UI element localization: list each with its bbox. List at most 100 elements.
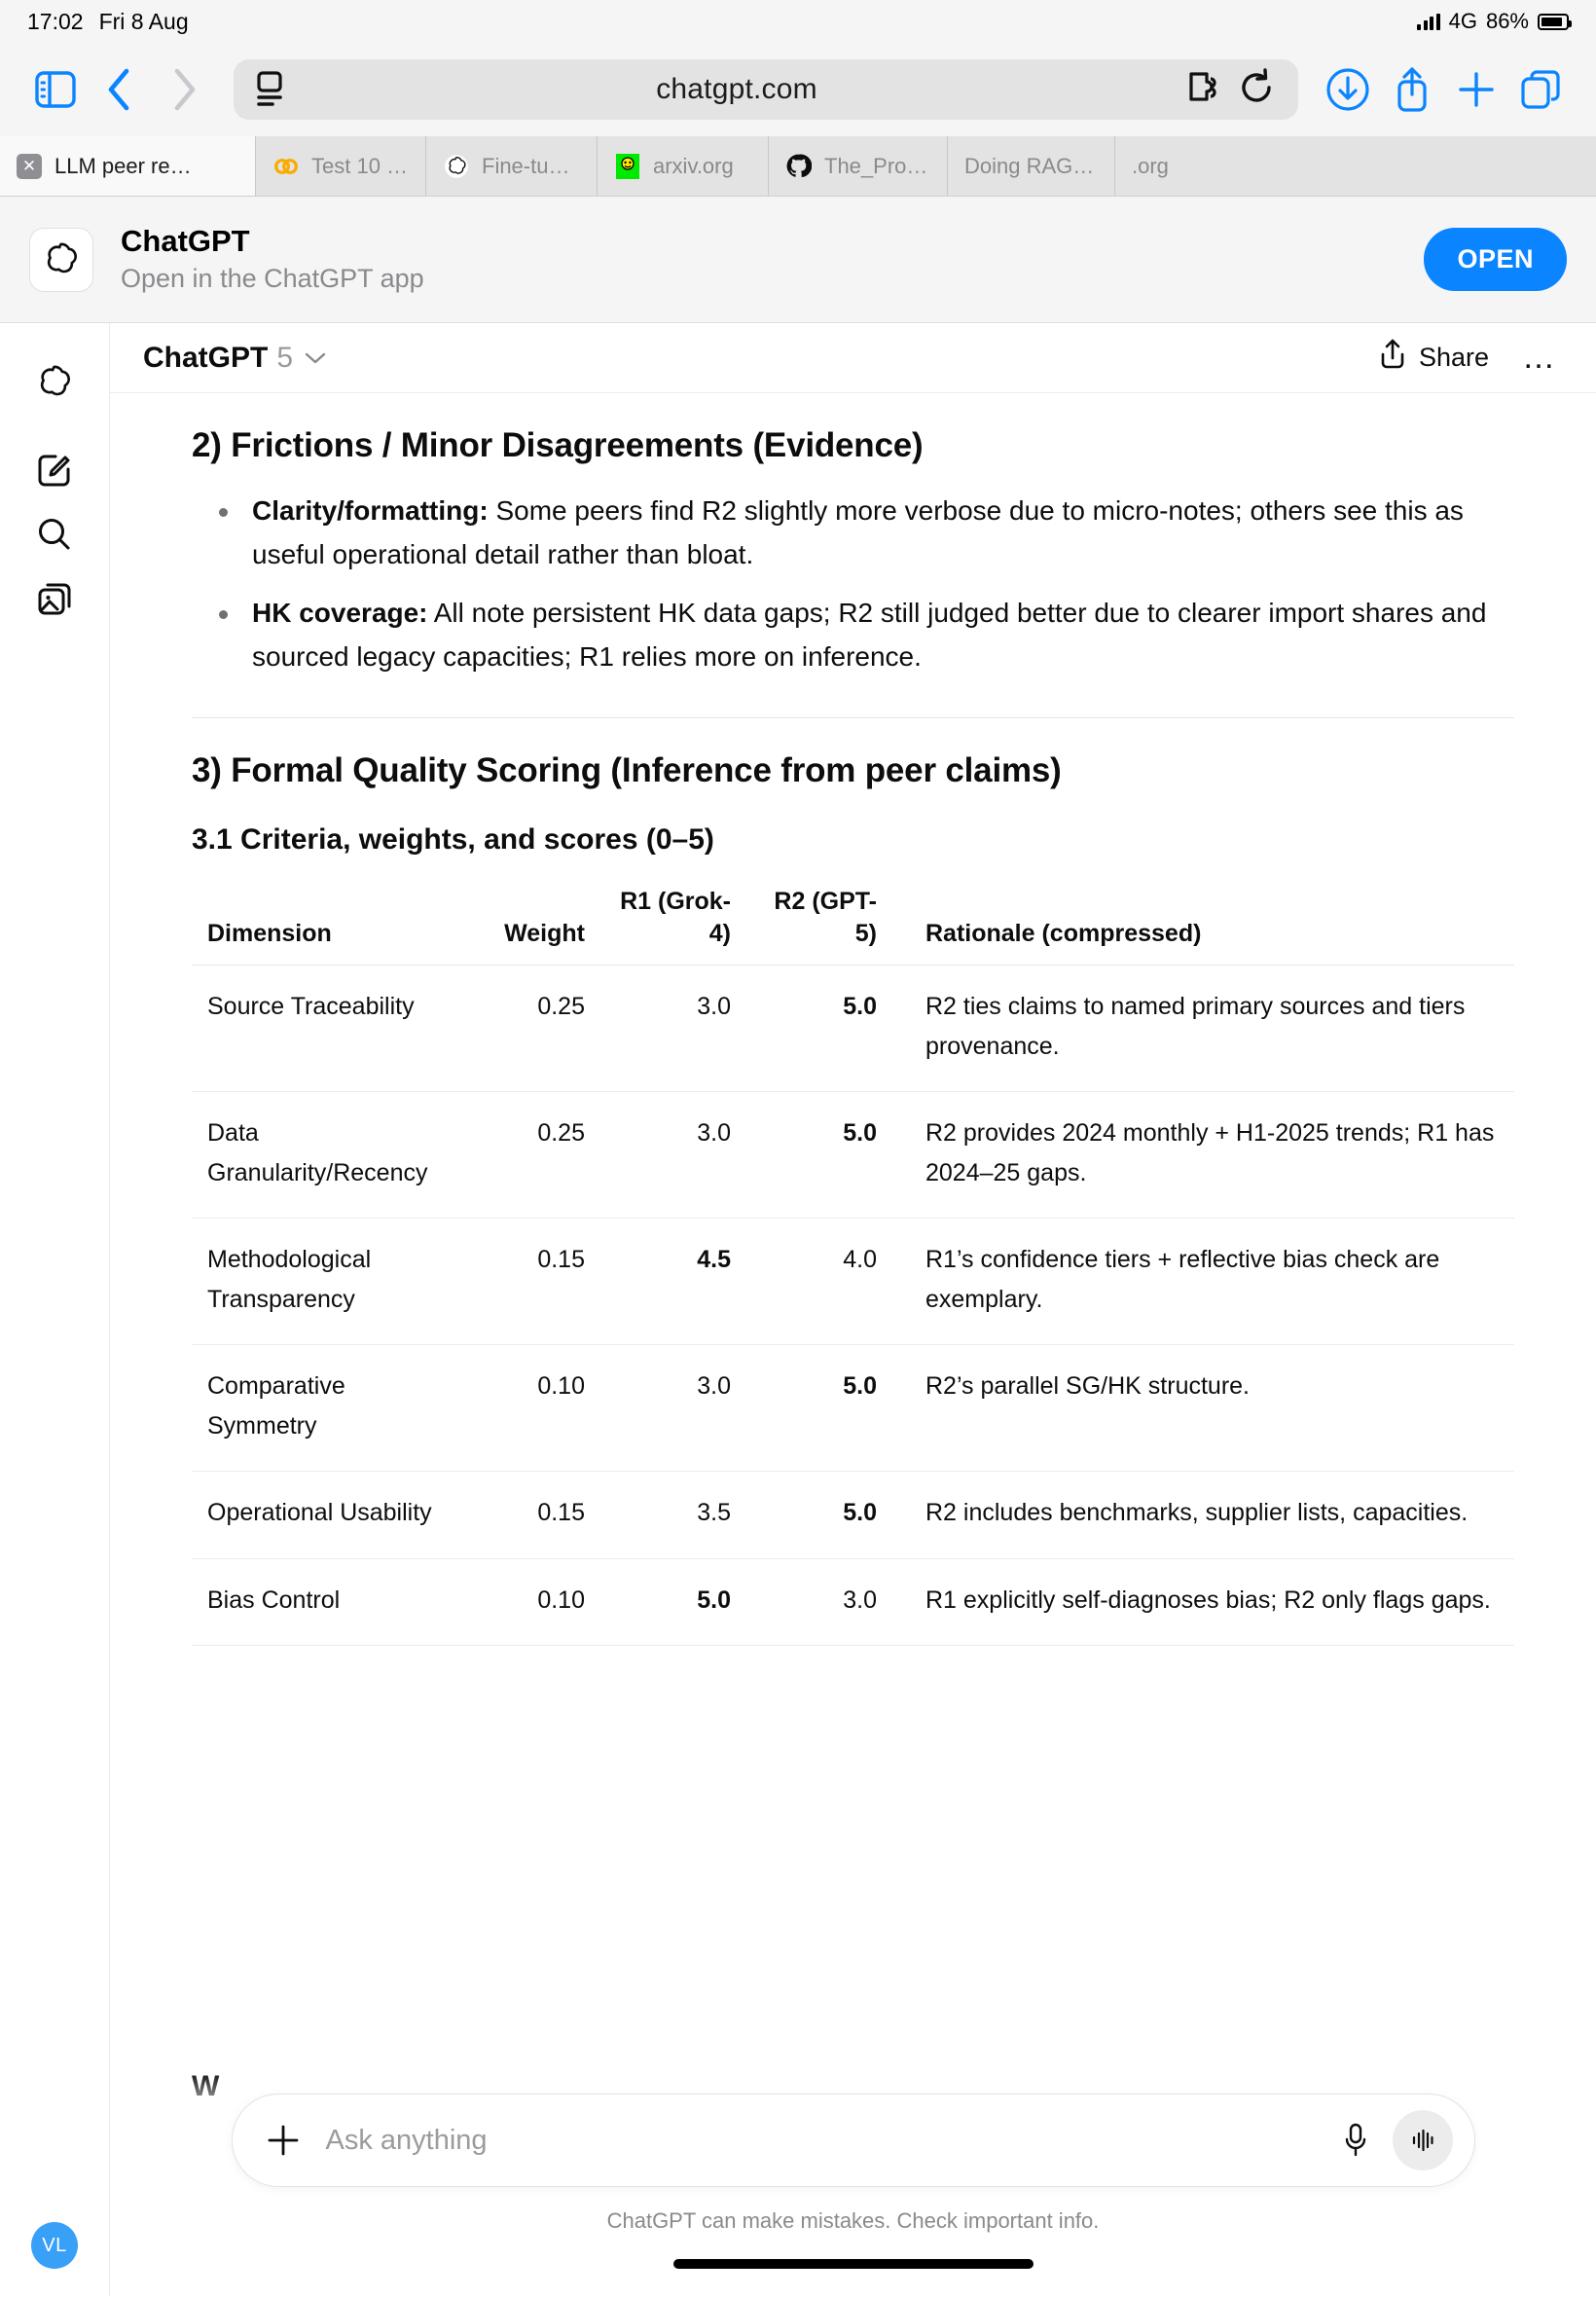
- tab-label: Doing RAG o…: [964, 153, 1098, 178]
- section-3-heading: 3) Formal Quality Scoring (Inference fro…: [192, 751, 1062, 790]
- page-body: VL ChatGPT 5 Share … 2) Frictions / Mino: [0, 323, 1596, 2296]
- table-row: Operational Usability 0.15 3.5 5.0 R2 in…: [192, 1471, 1514, 1559]
- plus-icon[interactable]: [258, 2115, 308, 2166]
- cell-weight: 0.15: [454, 1218, 600, 1346]
- tab-label: .org: [1132, 153, 1169, 178]
- cell-rationale: R2 includes benchmarks, supplier lists, …: [892, 1471, 1514, 1559]
- github-favicon: [785, 153, 812, 179]
- microphone-icon[interactable]: [1330, 2115, 1381, 2166]
- chevron-right-icon: [154, 59, 214, 120]
- chevron-down-icon[interactable]: [304, 350, 327, 366]
- sidebar-toggle-icon[interactable]: [25, 59, 86, 120]
- smart-app-banner: ChatGPT Open in the ChatGPT app OPEN: [0, 197, 1596, 323]
- model-name[interactable]: ChatGPT: [143, 341, 269, 374]
- table-row: Methodological Transparency 0.15 4.5 4.0…: [192, 1218, 1514, 1346]
- bullet-text: All note persistent HK data gaps; R2 sti…: [252, 597, 1487, 673]
- frictions-bullet-list: Clarity/formatting: Some peers find R2 s…: [192, 489, 1514, 678]
- cell-rationale: R2’s parallel SG/HK structure.: [892, 1344, 1514, 1473]
- search-icon[interactable]: [22, 502, 87, 566]
- disclaimer-text: ChatGPT can make mistakes. Check importa…: [606, 2208, 1100, 2233]
- tab-label: The_Prompt…: [824, 153, 930, 178]
- plus-icon[interactable]: [1446, 59, 1506, 120]
- voice-waveform-icon[interactable]: [1392, 2110, 1453, 2170]
- cell-dimension: Bias Control: [192, 1558, 454, 1647]
- cell-rationale: R1 explicitly self-diagnoses bias; R2 on…: [892, 1558, 1514, 1647]
- browser-tab[interactable]: Doing RAG o…: [948, 136, 1115, 196]
- url-bar[interactable]: chatgpt.com: [234, 59, 1298, 120]
- app-banner-title: ChatGPT: [121, 223, 250, 258]
- compose-pencil-icon[interactable]: [22, 438, 87, 502]
- cell-rationale: R1’s confidence tiers + reflective bias …: [892, 1218, 1514, 1346]
- cell-r1: 3.0: [600, 1091, 746, 1220]
- left-rail: VL: [0, 323, 110, 2296]
- tab-label: LLM peer re…: [54, 153, 192, 178]
- status-bar: 17:02 Fri 8 Aug 4G 86%: [0, 0, 1596, 43]
- chat-header: ChatGPT 5 Share …: [110, 323, 1596, 393]
- signal-bars-icon: [1417, 13, 1440, 30]
- status-network: 4G: [1448, 9, 1477, 33]
- avatar[interactable]: VL: [31, 2222, 78, 2269]
- share-up-icon[interactable]: [1382, 59, 1442, 120]
- tab-strip: ✕ LLM peer re… Test 10 - Col… Fine-tunin…: [0, 136, 1596, 197]
- column-header-r2: R2 (GPT-5): [746, 878, 892, 966]
- cell-weight: 0.25: [454, 1091, 600, 1220]
- url-text[interactable]: chatgpt.com: [656, 73, 817, 105]
- browser-tab[interactable]: .org: [1115, 136, 1281, 196]
- ask-anything-input[interactable]: Ask anything: [325, 2124, 488, 2156]
- cell-dimension: Comparative Symmetry: [192, 1344, 454, 1473]
- model-version[interactable]: 5: [276, 341, 294, 374]
- browser-toolbar: chatgpt.com: [0, 43, 1596, 136]
- status-time: 17:02: [27, 8, 84, 34]
- cell-r1: 5.0: [600, 1558, 746, 1647]
- openai-logo-icon[interactable]: [22, 350, 87, 415]
- section-divider: [192, 717, 1514, 719]
- browser-tab[interactable]: Test 10 - Col…: [256, 136, 426, 196]
- app-banner-subtitle: Open in the ChatGPT app: [121, 263, 424, 293]
- browser-tab[interactable]: Fine-tuning…: [426, 136, 598, 196]
- colab-favicon: [272, 153, 299, 179]
- arxiv-favicon: [614, 153, 640, 179]
- cell-rationale: R2 provides 2024 monthly + H1-2025 trend…: [892, 1091, 1514, 1220]
- table-row: Source Traceability 0.25 3.0 5.0 R2 ties…: [192, 965, 1514, 1093]
- table-row: Data Granularity/Recency 0.25 3.0 5.0 R2…: [192, 1091, 1514, 1220]
- list-item: HK coverage: All note persistent HK data…: [192, 591, 1514, 679]
- open-app-button[interactable]: OPEN: [1424, 228, 1567, 291]
- puzzle-extension-icon[interactable]: [1185, 69, 1222, 111]
- reader-view-icon[interactable]: [255, 70, 288, 109]
- list-item: Clarity/formatting: Some peers find R2 s…: [192, 489, 1514, 577]
- reload-icon[interactable]: [1240, 67, 1277, 112]
- message-composer[interactable]: Ask anything: [231, 2094, 1475, 2187]
- downloads-icon[interactable]: [1318, 59, 1378, 120]
- column-header-r1: R1 (Grok-4): [600, 878, 746, 966]
- message-scroll-area[interactable]: 2) Frictions / Minor Disagreements (Evid…: [110, 393, 1596, 2296]
- status-date: Fri 8 Aug: [98, 8, 189, 34]
- cell-r1: 3.0: [600, 1344, 746, 1473]
- chat-content: ChatGPT 5 Share … 2) Frictions / Minor D…: [110, 323, 1596, 2296]
- share-button[interactable]: Share: [1378, 338, 1489, 378]
- image-library-icon[interactable]: [22, 566, 87, 631]
- scoring-table: Dimension Weight R1 (Grok-4) R2 (GPT-5) …: [192, 878, 1514, 1647]
- battery-icon: [1538, 13, 1572, 30]
- bullet-text: Some peers find R2 slightly more verbose…: [252, 495, 1464, 570]
- cell-r2: 5.0: [746, 1344, 892, 1473]
- cell-dimension: Methodological Transparency: [192, 1218, 454, 1346]
- bullet-lead: HK coverage:: [252, 597, 428, 628]
- x-close-favicon[interactable]: ✕: [17, 153, 42, 179]
- browser-tab[interactable]: ✕ LLM peer re…: [0, 136, 256, 196]
- section-3-1-heading: 3.1 Criteria, weights, and scores (0–5): [192, 823, 714, 857]
- cell-dimension: Operational Usability: [192, 1471, 454, 1559]
- table-header-row: Dimension Weight R1 (Grok-4) R2 (GPT-5) …: [192, 878, 1514, 966]
- cell-dimension: Data Granularity/Recency: [192, 1091, 454, 1220]
- chevron-left-icon[interactable]: [90, 59, 150, 120]
- cell-r2: 5.0: [746, 1091, 892, 1220]
- cell-weight: 0.10: [454, 1558, 600, 1647]
- openai-favicon: [443, 153, 469, 179]
- browser-tab[interactable]: The_Prompt…: [769, 136, 948, 196]
- column-header-rationale: Rationale (compressed): [892, 878, 1514, 966]
- tab-overview-icon[interactable]: [1510, 59, 1571, 120]
- share-up-icon: [1378, 338, 1407, 378]
- cell-dimension: Source Traceability: [192, 965, 454, 1093]
- cell-weight: 0.15: [454, 1471, 600, 1559]
- ellipsis-icon[interactable]: …: [1522, 339, 1557, 377]
- browser-tab[interactable]: arxiv.org: [598, 136, 769, 196]
